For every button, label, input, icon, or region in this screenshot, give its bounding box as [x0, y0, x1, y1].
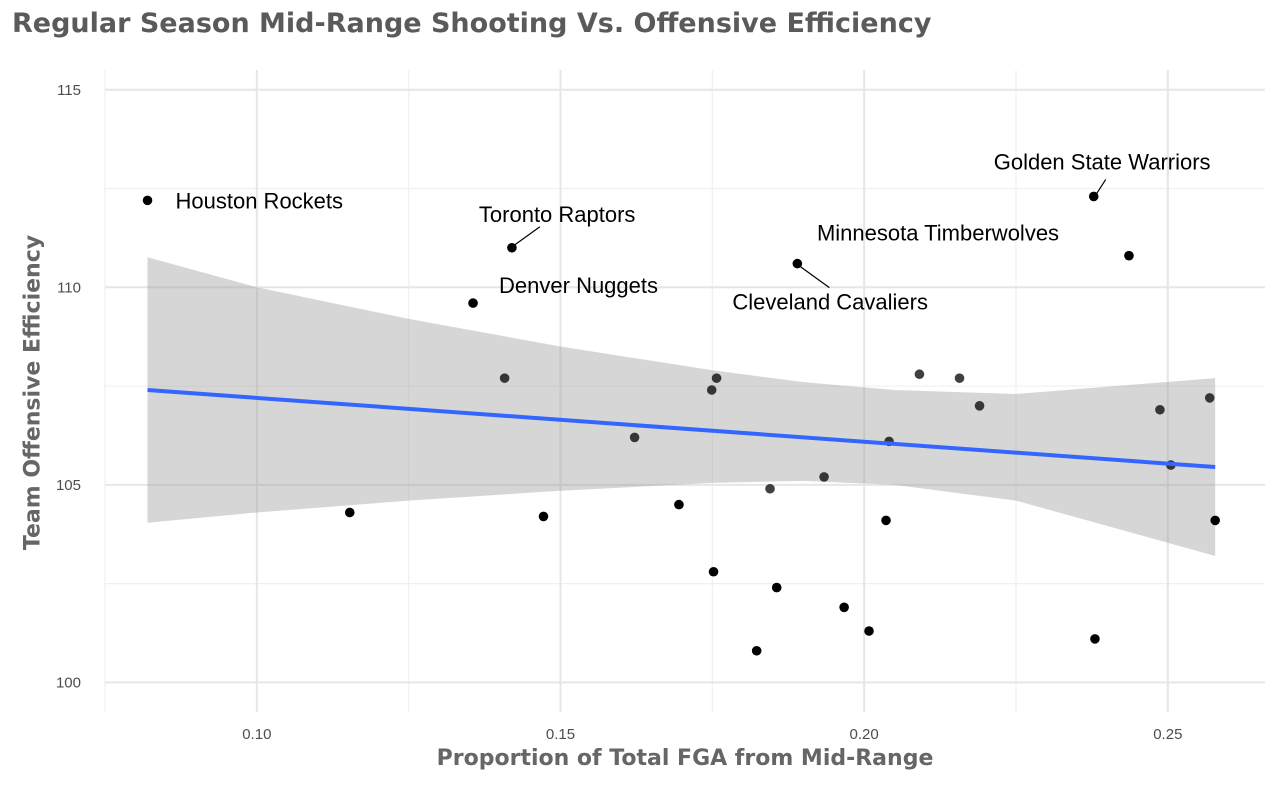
confidence-band [147, 257, 1216, 556]
data-point [792, 258, 803, 269]
trend-line [147, 388, 1216, 470]
data-point [1210, 515, 1220, 526]
point-label: Houston Rockets [176, 188, 344, 213]
data-point [142, 195, 153, 206]
data-point [1155, 404, 1165, 415]
data-point [914, 369, 925, 380]
label-leader-line [1096, 179, 1107, 194]
y-tick-label: 100 [56, 674, 81, 691]
data-point [839, 602, 849, 613]
x-tick-label: 0.25 [1153, 726, 1182, 743]
data-point [974, 401, 985, 411]
data-point [499, 373, 510, 383]
data-point [708, 566, 719, 577]
label-leader-line [514, 226, 541, 246]
data-point [751, 645, 762, 656]
data-point [1090, 634, 1100, 644]
data-point [706, 385, 717, 395]
y-tick-label: 110 [57, 279, 81, 296]
data-point [1124, 250, 1134, 261]
point-label: Golden State Warriors [994, 149, 1211, 174]
chart-title: Regular Season Mid-Range Shooting Vs. Of… [12, 8, 932, 39]
data-point [954, 373, 965, 383]
x-tick-label: 0.10 [242, 726, 271, 743]
data-point [674, 499, 684, 510]
label-leader-line [800, 266, 830, 289]
data-point [881, 515, 891, 526]
x-tick-label: 0.20 [850, 726, 879, 743]
data-point [711, 373, 722, 383]
x-tick-label: 0.15 [546, 726, 575, 743]
point-label: Minnesota Timberwolves [817, 221, 1059, 246]
data-point [771, 582, 782, 593]
point-label: Denver Nuggets [499, 273, 658, 298]
point-label: Cleveland Cavaliers [732, 290, 928, 315]
data-point [819, 472, 829, 482]
data-point [765, 483, 775, 494]
data-point [1088, 191, 1099, 202]
data-point [468, 298, 478, 308]
data-point [864, 626, 874, 636]
y-tick-label: 115 [57, 82, 81, 99]
data-point [538, 511, 549, 522]
data-point [507, 242, 517, 253]
data-point [629, 432, 640, 443]
point-label: Toronto Raptors [479, 202, 636, 227]
data-point [344, 507, 355, 518]
y-tick-label: 105 [56, 477, 81, 494]
x-axis-label: Proportion of Total FGA from Mid-Range [436, 746, 934, 771]
data-point [1204, 393, 1215, 403]
